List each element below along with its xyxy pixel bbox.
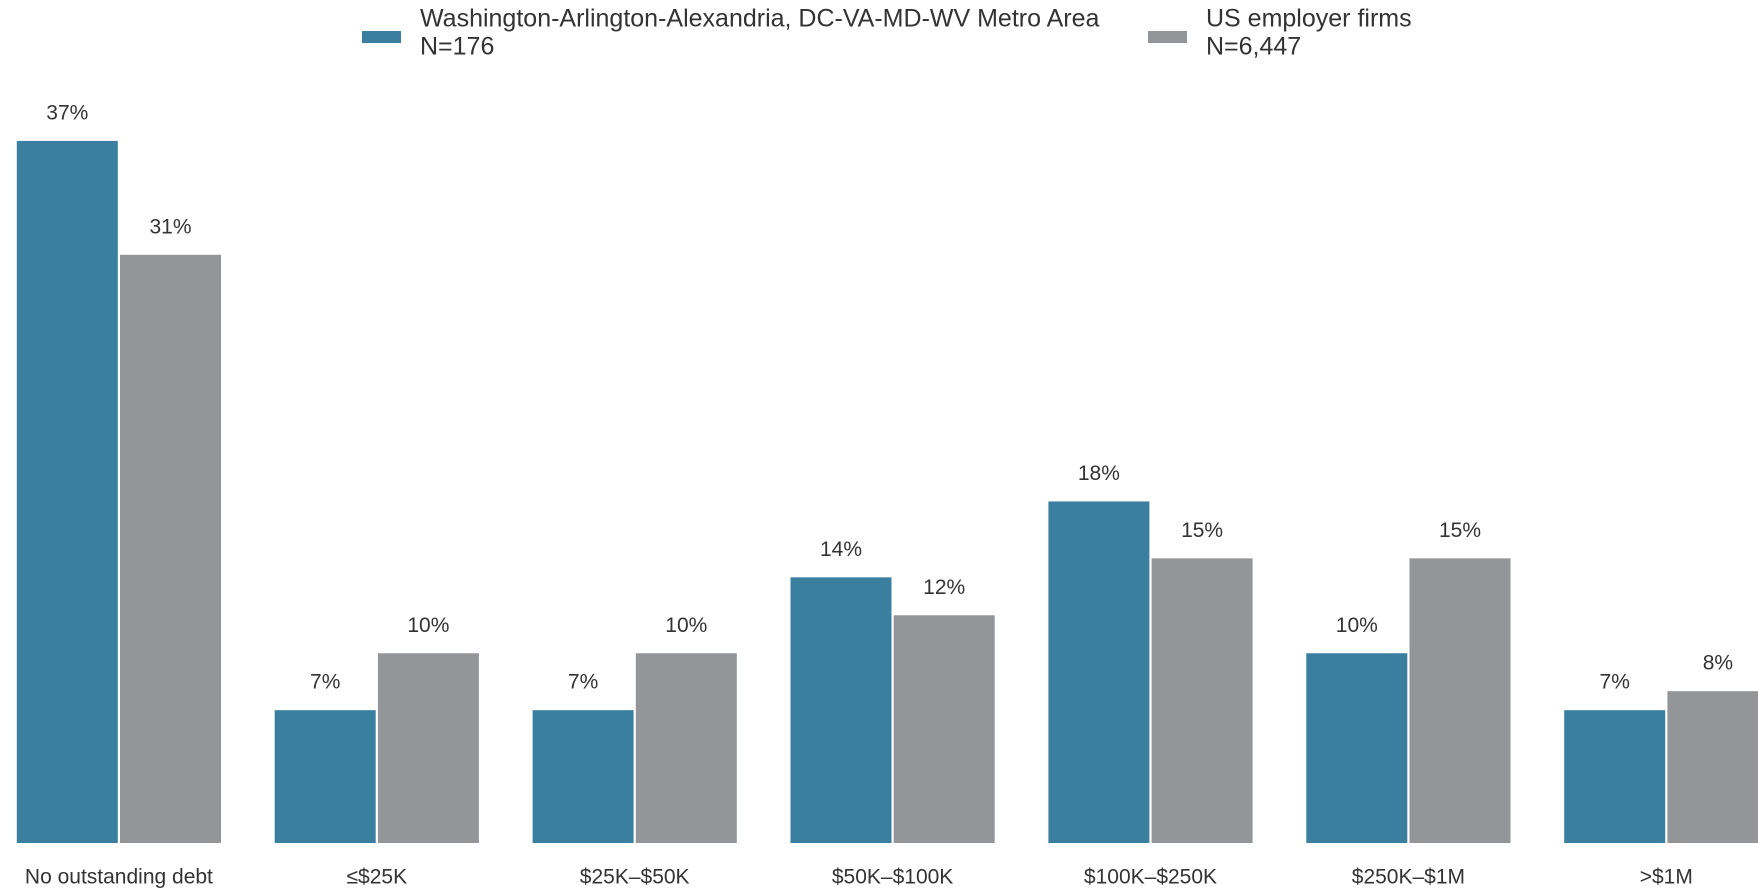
value-label: 10% [407,614,449,637]
legend-sample: N=176 [420,33,494,61]
bar [893,615,995,843]
value-label: 15% [1181,519,1223,542]
x-tick-label: No outstanding debt [25,866,213,889]
value-label: 18% [1078,462,1120,485]
bar [274,710,376,843]
value-label: 7% [310,671,340,694]
value-label: 31% [149,215,191,238]
legend-sample: N=6,447 [1206,33,1301,61]
bar [1306,653,1408,843]
bar [1151,558,1253,843]
value-label: 14% [820,538,862,561]
bar [120,254,221,843]
value-label: 8% [1703,652,1733,675]
x-tick-label: ≤$25K [347,866,408,889]
bar [635,653,737,843]
value-label: 10% [665,614,707,637]
bar [377,653,479,843]
bar [1048,501,1150,843]
value-label: 7% [1600,671,1630,694]
x-tick-label: >$1M [1640,866,1693,889]
value-label: 15% [1439,519,1481,542]
value-label: 37% [46,101,88,124]
legend-swatch [1148,31,1187,43]
x-tick-label: $50K–$100K [832,866,953,889]
value-label: 12% [923,576,965,599]
legend-swatch [362,31,401,43]
value-label: 7% [568,671,598,694]
x-tick-label: $100K–$250K [1084,866,1217,889]
bar [532,710,634,843]
bar [1409,558,1511,843]
bar [790,577,892,843]
bar [16,140,118,844]
legend-label: US employer firms [1206,5,1412,33]
x-tick-label: $25K–$50K [580,866,690,889]
legend-label: Washington-Arlington-Alexandria, DC-VA-M… [420,5,1099,33]
bar [1564,710,1666,843]
value-label: 10% [1336,614,1378,637]
x-tick-label: $250K–$1M [1352,866,1465,889]
bar [1667,691,1758,843]
